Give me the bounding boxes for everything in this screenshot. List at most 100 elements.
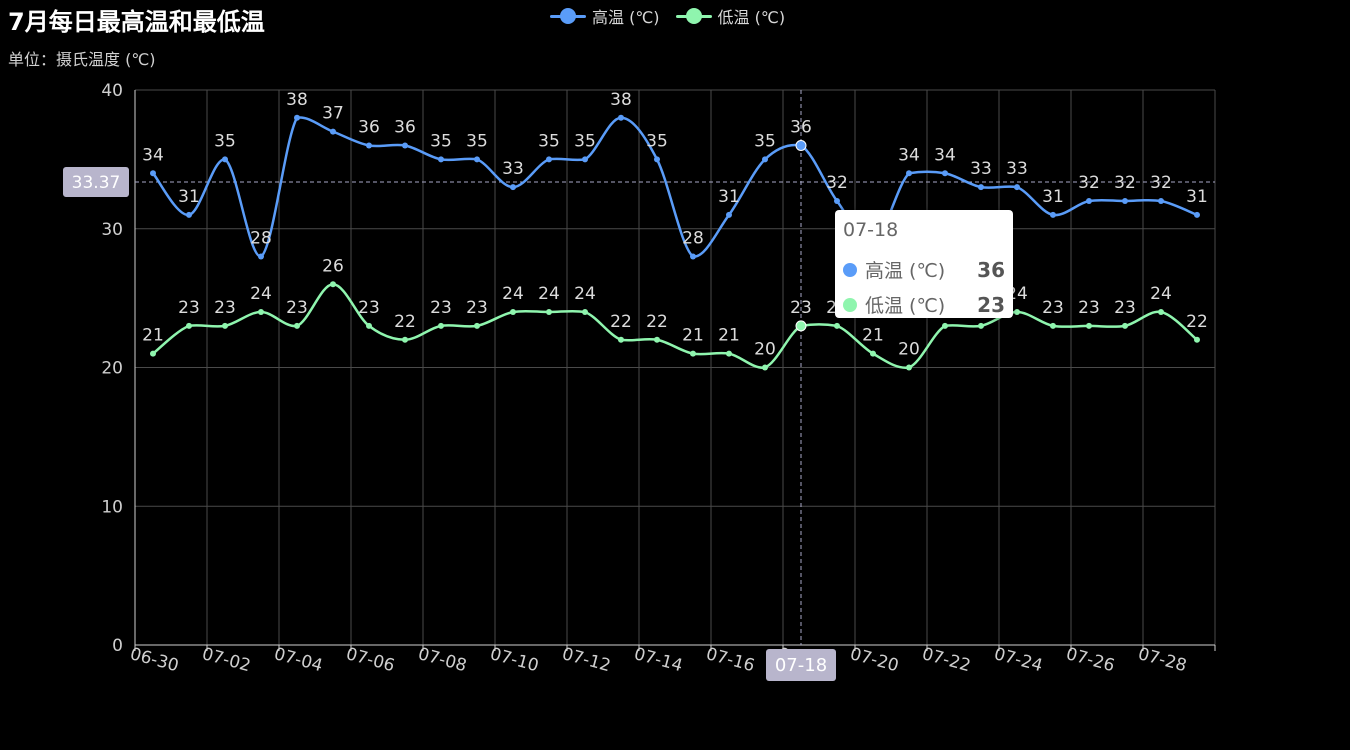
data-point — [582, 309, 588, 315]
y-tick-label: 30 — [101, 220, 123, 240]
data-label: 22 — [610, 312, 632, 332]
data-label: 37 — [322, 104, 344, 124]
data-point — [546, 156, 552, 163]
x-tick-label: 07-02 — [200, 644, 253, 676]
data-label: 32 — [826, 173, 848, 193]
crosshair-y-badge — [63, 166, 129, 197]
data-point — [906, 364, 912, 371]
data-point — [870, 350, 876, 357]
data-point — [942, 322, 948, 329]
data-point — [795, 320, 807, 332]
data-label: 24 — [1150, 284, 1172, 304]
data-point — [834, 322, 840, 329]
data-point — [726, 350, 732, 357]
crosshair-x-value: 07-18 — [775, 655, 827, 676]
data-label: 34 — [142, 145, 164, 165]
data-label: 20 — [754, 340, 776, 360]
data-point — [474, 322, 480, 329]
data-label: 26 — [322, 256, 344, 276]
x-tick-label: 07-20 — [848, 644, 901, 676]
data-label: 20 — [898, 340, 920, 360]
data-point — [1158, 198, 1164, 204]
data-label: 35 — [754, 131, 776, 151]
x-tick-label: 07-16 — [704, 644, 757, 676]
data-label: 28 — [250, 229, 272, 249]
x-tick-label: 06-30 — [128, 644, 181, 676]
data-label: 23 — [358, 298, 380, 318]
data-point — [474, 156, 480, 163]
data-point — [510, 184, 516, 191]
tooltip-low-dot-icon — [843, 297, 857, 312]
data-label: 23 — [1114, 298, 1136, 318]
data-point — [510, 309, 516, 315]
data-label: 33 — [970, 159, 992, 179]
legend-item-high[interactable]: 高温 (℃) — [550, 4, 660, 28]
legend-high-label: 高温 (℃) — [592, 8, 660, 27]
x-tick-label: 07-08 — [416, 644, 469, 676]
data-point — [978, 322, 984, 329]
data-label: 38 — [286, 90, 308, 110]
data-label: 23 — [178, 298, 200, 318]
data-point — [366, 322, 372, 329]
crosshair-x-badge — [766, 649, 836, 681]
data-label: 33 — [502, 159, 524, 179]
data-label: 31 — [718, 187, 740, 207]
data-point — [546, 309, 552, 315]
data-label: 36 — [394, 118, 416, 138]
data-label: 36 — [358, 118, 380, 138]
data-point — [258, 309, 264, 315]
data-point — [1122, 322, 1128, 329]
data-point — [366, 142, 372, 149]
data-point — [402, 336, 408, 343]
data-label: 32 — [1150, 173, 1172, 193]
data-point — [582, 156, 588, 163]
data-point — [942, 170, 948, 177]
data-label: 35 — [466, 131, 488, 151]
data-label: 24 — [574, 284, 596, 304]
x-tick-label: 07-22 — [920, 644, 973, 676]
data-point — [222, 322, 228, 329]
data-label: 35 — [430, 131, 452, 151]
data-label: 23 — [1042, 298, 1064, 318]
data-point — [402, 142, 408, 149]
data-point — [150, 170, 156, 177]
data-point — [618, 114, 624, 121]
x-tick-label: 07-26 — [1064, 644, 1117, 676]
data-label: 32 — [1114, 173, 1136, 193]
data-label: 22 — [646, 312, 668, 332]
legend-high-line-icon — [550, 8, 586, 24]
data-point — [438, 156, 444, 163]
data-point — [618, 336, 624, 343]
data-label: 23 — [466, 298, 488, 318]
data-label: 23 — [790, 298, 812, 318]
y-tick-label: 20 — [101, 359, 123, 379]
data-label: 24 — [538, 284, 560, 304]
data-point — [1050, 211, 1056, 218]
data-label: 21 — [682, 326, 704, 346]
data-label: 34 — [934, 145, 956, 165]
data-point — [294, 322, 300, 329]
data-label: 22 — [394, 312, 416, 332]
data-point — [1086, 198, 1092, 204]
x-tick-label: 07-28 — [1136, 644, 1189, 676]
data-label: 33 — [1006, 159, 1028, 179]
legend: 高温 (℃) 低温 (℃) — [550, 4, 785, 28]
data-point — [654, 336, 660, 343]
tooltip: 07-18 高温 (℃) 36 低温 (℃) 23 — [835, 210, 1013, 318]
data-point — [1122, 198, 1128, 204]
data-point — [222, 156, 228, 163]
x-tick-label: 07-12 — [560, 644, 613, 676]
data-point — [1086, 322, 1092, 329]
tooltip-title: 07-18 — [843, 219, 899, 241]
data-point — [690, 253, 696, 260]
data-label: 38 — [610, 90, 632, 110]
x-tick-label: 07-24 — [992, 644, 1045, 676]
data-label: 23 — [430, 298, 452, 318]
series-line-low — [152, 282, 1198, 370]
data-label: 28 — [682, 229, 704, 249]
tooltip-high-label: 高温 (℃) — [865, 260, 946, 282]
data-label: 23 — [214, 298, 236, 318]
legend-item-low[interactable]: 低温 (℃) — [675, 4, 785, 28]
data-point — [1194, 336, 1200, 343]
